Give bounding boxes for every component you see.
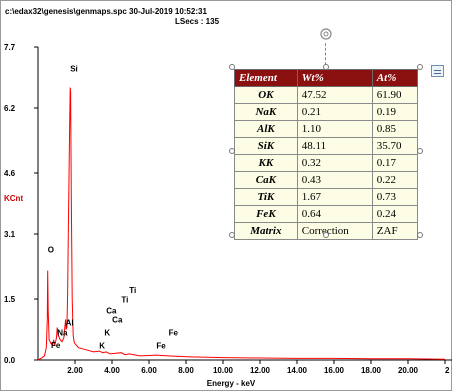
x-tick-label: 18.00 (361, 366, 382, 375)
peak-label: Ti (121, 295, 128, 304)
peak-label: O (48, 245, 54, 254)
x-ticks: 2.00 4.00 6.00 8.00 10.00 12.00 14.00 16.00 18.0… (67, 360, 450, 375)
y-tick-label: 4.6 (4, 169, 16, 178)
x-axis-label: Energy - keV (207, 379, 256, 388)
cell-element: FeK (234, 205, 298, 223)
x-tick-label: 2 (445, 366, 450, 375)
y-tick-label: 1.5 (4, 295, 16, 304)
table-row: OK 47.52 61.90 (234, 86, 419, 104)
col-wt-header: Wt% (296, 69, 373, 87)
rotate-handle-icon[interactable] (319, 27, 333, 41)
cell-at: 0.24 (371, 205, 419, 223)
peak-label: Ca (106, 306, 117, 315)
table-row: CaK 0.43 0.22 (234, 171, 419, 189)
peak-label: K (99, 342, 105, 351)
resize-handle-left[interactable] (229, 148, 235, 154)
spectrum-chart: 0.0 1.5 3.1 4.6 6.2 7.7 2.00 4.00 6.00 8.00 10.00… (4, 43, 452, 388)
y-tick-label: 3.1 (4, 230, 16, 239)
peak-label: Ti (129, 286, 136, 295)
table-row: Matrix Correction ZAF (234, 222, 419, 240)
table-row: AlK 1.10 0.85 (234, 120, 419, 138)
peak-label: K (104, 329, 110, 338)
peak-label: Ca (112, 316, 123, 325)
resize-handle-bottom-left[interactable] (229, 232, 235, 238)
table-row: KK 0.32 0.17 (234, 154, 419, 172)
cell-wt: 0.43 (296, 171, 373, 189)
resize-handle-bottom-right[interactable] (417, 232, 423, 238)
cell-wt: Correction (296, 222, 373, 240)
cell-wt: 1.10 (296, 120, 373, 138)
rotate-connector (325, 43, 326, 65)
quant-table-box[interactable]: Element Wt% At% OK 47.52 61.90 NaK 0.21 0.19 A… (232, 67, 420, 240)
resize-handle-right[interactable] (417, 148, 423, 154)
peak-label: Si (70, 64, 78, 73)
y-ticks: 0.0 1.5 3.1 4.6 6.2 7.7 (4, 43, 38, 365)
x-tick-label: 16.00 (324, 366, 345, 375)
cell-element: TiK (234, 188, 298, 206)
peak-label: Fe (156, 342, 166, 351)
x-tick-label: 2.00 (67, 366, 83, 375)
x-tick-label: 20.00 (398, 366, 419, 375)
cell-at: 0.17 (371, 154, 419, 172)
col-element-header: Element (234, 69, 298, 87)
cell-wt: 48.11 (296, 137, 373, 155)
table-row: SiK 48.11 35.70 (234, 137, 419, 155)
x-tick-label: 12.00 (250, 366, 271, 375)
cell-at: 0.85 (371, 120, 419, 138)
x-tick-label: 6.00 (141, 366, 157, 375)
table-row: FeK 0.64 0.24 (234, 205, 419, 223)
y-axis-label: KCnt (4, 194, 23, 203)
x-tick-label: 10.00 (213, 366, 234, 375)
table-header-row: Element Wt% At% (234, 69, 419, 87)
cell-at: 0.22 (371, 171, 419, 189)
cell-at: 35.70 (371, 137, 419, 155)
cell-at: 0.19 (371, 103, 419, 121)
cell-element: CaK (234, 171, 298, 189)
quant-table: Element Wt% At% OK 47.52 61.90 NaK 0.21 0.19 A… (234, 69, 419, 240)
cell-wt: 0.21 (296, 103, 373, 121)
peak-label: Fe (51, 341, 61, 350)
cell-element: Matrix (234, 222, 298, 240)
table-row: NaK 0.21 0.19 (234, 103, 419, 121)
table-row: TiK 1.67 0.73 (234, 188, 419, 206)
cell-wt: 47.52 (296, 86, 373, 104)
cell-element: OK (234, 86, 298, 104)
cell-wt: 0.32 (296, 154, 373, 172)
cell-element: AlK (234, 120, 298, 138)
cell-at: 0.73 (371, 188, 419, 206)
header-lsecs-line: LSecs : 135 (175, 17, 220, 26)
resize-handle-top-right[interactable] (417, 64, 423, 70)
y-tick-label: 7.7 (4, 43, 16, 52)
col-at-header: At% (371, 69, 419, 87)
x-tick-label: 4.00 (104, 366, 120, 375)
cell-element: SiK (234, 137, 298, 155)
x-tick-label: 14.00 (287, 366, 308, 375)
peak-label: Fe (169, 329, 179, 338)
cell-element: KK (234, 154, 298, 172)
peak-label: Na (57, 329, 68, 338)
header-file-line: c:\edax32\genesis\genmaps.spc 30-Jul-201… (5, 7, 207, 16)
cell-element: NaK (234, 103, 298, 121)
cell-at: 61.90 (371, 86, 419, 104)
cell-wt: 0.64 (296, 205, 373, 223)
cell-at: ZAF (371, 222, 419, 240)
resize-handle-bottom[interactable] (323, 232, 329, 238)
spectrum-series-line (37, 87, 446, 361)
y-tick-label: 0.0 (4, 356, 16, 365)
resize-handle-top-left[interactable] (229, 64, 235, 70)
cell-wt: 1.67 (296, 188, 373, 206)
x-tick-label: 8.00 (178, 366, 194, 375)
resize-handle-top[interactable] (323, 64, 329, 70)
peak-label: Al (66, 318, 74, 327)
layout-toggle-icon[interactable] (431, 65, 444, 77)
y-tick-label: 6.2 (4, 104, 16, 113)
